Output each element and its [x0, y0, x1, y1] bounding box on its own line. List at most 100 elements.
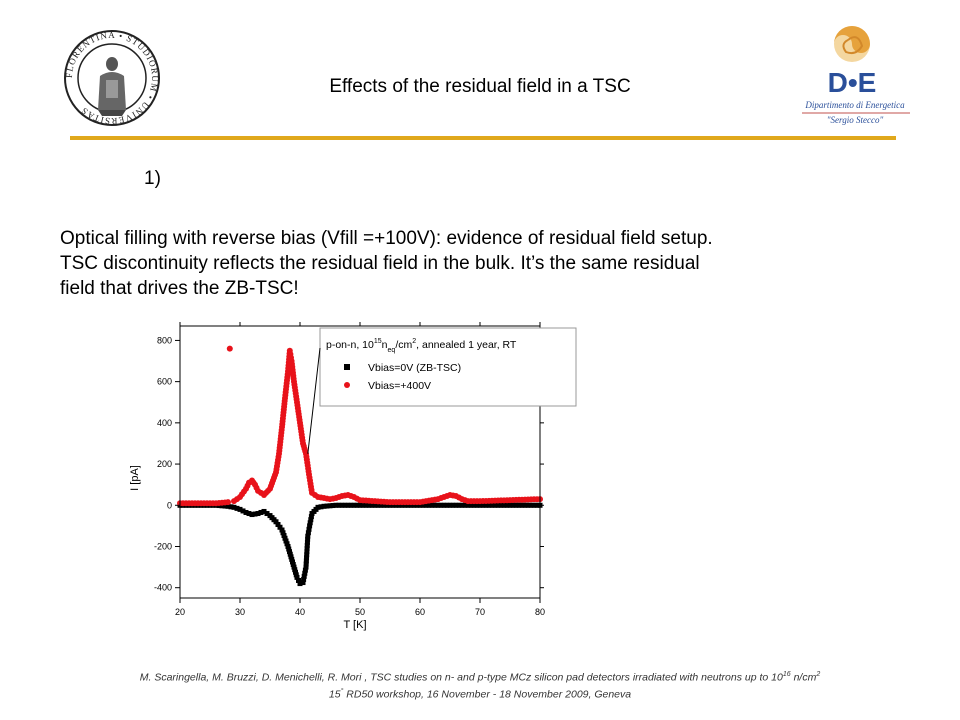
series-point-zb-tsc [429, 502, 435, 508]
series-point-zb-tsc [304, 549, 310, 555]
logo-line1: Dipartimento di Energetica [804, 100, 905, 110]
series-point-zb-tsc [513, 502, 519, 508]
series-point-zb-tsc [465, 502, 471, 508]
series-point-zb-tsc [303, 558, 309, 564]
y-axis-label: I [pA] [129, 465, 141, 491]
x-axis-label: T [K] [343, 619, 366, 631]
series-point-zb-tsc [282, 535, 288, 541]
legend-label: Vbias=+400V [368, 380, 431, 392]
series-point-zb-tsc [486, 502, 492, 508]
series-point-zb-tsc [501, 502, 507, 508]
legend-label: Vbias=0V (ZB-TSC) [368, 362, 461, 374]
series-point-zb-tsc [261, 508, 267, 514]
chart-axes: 20 30 40 50 60 70 80 -400 -200 0 200 400 600 800 [154, 322, 545, 617]
series-point-zb-tsc [402, 502, 408, 508]
department-logo: D•E Dipartimento di Energetica "Sergio S… [790, 22, 920, 132]
series-point-zb-tsc [366, 502, 372, 508]
footer-sup-2: 2 [816, 671, 821, 678]
body-line-3: field that drives the ZB-TSC! [60, 278, 299, 299]
footer-line-2: 15° RD50 workshop, 16 November - 18 Nove… [40, 685, 920, 702]
legend-pointer-line [307, 347, 321, 454]
series-point-zb-tsc [301, 576, 307, 582]
body-line-2: TSC discontinuity reflects the residual … [60, 253, 700, 274]
series-point-zb-tsc [498, 502, 504, 508]
logo-line2: "Sergio Stecco" [827, 115, 884, 125]
series-point-zb-tsc [304, 552, 310, 558]
series-point-zb-tsc [219, 503, 225, 509]
footer-line-1-unit: n/cm [790, 671, 817, 684]
series-point-zb-tsc [286, 546, 292, 552]
series-point-zb-tsc [399, 502, 405, 508]
x-tick-label: 60 [415, 607, 425, 617]
series-point-zb-tsc [393, 502, 399, 508]
series-point-zb-tsc [444, 502, 450, 508]
series-point-zb-tsc [522, 502, 528, 508]
series-point-zb-tsc [307, 520, 313, 526]
series-point-zb-tsc [405, 502, 411, 508]
series-point-zb-tsc [293, 569, 298, 575]
series-point-zb-tsc [304, 555, 310, 561]
series-point-zb-tsc [396, 502, 402, 508]
footer-line-2-text: RD50 workshop, 16 November - 18 November… [343, 688, 632, 700]
series-point-zb-tsc [252, 511, 258, 517]
series-point-zb-tsc [504, 502, 510, 508]
series-point-zb-tsc [222, 503, 228, 509]
series-point-zb-tsc [534, 502, 540, 508]
body-line-1: Optical filling with reverse bias (Vfill… [60, 228, 713, 249]
series-point-zb-tsc [287, 551, 293, 557]
series-point-zb-tsc [304, 546, 310, 552]
series-point-zb-tsc [471, 502, 477, 508]
series-point-zb-tsc [305, 530, 311, 536]
university-seal-logo: FLORENTINA • STUDIORUM • UNIVERSITAS [62, 28, 162, 128]
series-point-zb-tsc [375, 502, 381, 508]
legend-title: p-on-n, 1015neq/cm2, annealed 1 year, RT [326, 338, 517, 354]
series-point-zb-tsc [408, 502, 414, 508]
series-point-zb-tsc [280, 530, 286, 536]
series-point-zb-tsc [303, 564, 309, 570]
y-tick-label: 600 [157, 377, 172, 387]
y-tick-label: 800 [157, 335, 172, 345]
series-point-400v [225, 499, 231, 506]
legend-marker-400v [344, 382, 350, 388]
series-point-zb-tsc [296, 577, 301, 583]
series-point-zb-tsc [390, 502, 396, 508]
series-point-zb-tsc [477, 502, 483, 508]
series-point-zb-tsc [318, 504, 324, 510]
series-point-zb-tsc [426, 502, 432, 508]
series-point-zb-tsc [283, 538, 289, 544]
series-point-zb-tsc [279, 527, 285, 533]
series-point-zb-tsc [510, 502, 516, 508]
footer-line-2-num: 15 [328, 688, 341, 700]
series-point-zb-tsc [333, 502, 339, 508]
series-point-zb-tsc [225, 503, 231, 509]
series-point-zb-tsc [249, 512, 255, 518]
series-point-zb-tsc [300, 580, 306, 586]
header-divider [70, 136, 896, 140]
tsc-chart: 20 30 40 50 60 70 80 -400 -200 0 200 400 600 800 p-on… [80, 308, 580, 648]
series-point-zb-tsc [525, 502, 531, 508]
series-point-zb-tsc [293, 572, 299, 578]
series-point-zb-tsc [302, 570, 308, 576]
series-point-zb-tsc [255, 511, 261, 517]
series-point-zb-tsc [291, 564, 297, 570]
chart-legend: p-on-n, 1015neq/cm2, annealed 1 year, RT… [307, 327, 577, 454]
series-point-zb-tsc [453, 502, 459, 508]
series-point-zb-tsc [414, 502, 420, 508]
body-text: Optical filling with reverse bias (Vfill… [60, 226, 900, 301]
series-point-zb-tsc [321, 503, 327, 509]
series-point-zb-tsc [277, 524, 283, 530]
series-point-zb-tsc [438, 502, 444, 508]
series-point-zb-tsc [327, 503, 333, 509]
footer-line-1: M. Scaringella, M. Bruzzi, D. Menichelli… [40, 668, 920, 685]
series-point-zb-tsc [290, 559, 295, 565]
series-point-zb-tsc [240, 508, 246, 514]
x-tick-label: 50 [355, 607, 365, 617]
series-point-zb-tsc [246, 511, 252, 517]
page-title: Effects of the residual field in a TSC [329, 76, 631, 97]
series-point-zb-tsc [301, 573, 307, 579]
series-point-zb-tsc [447, 502, 453, 508]
series-point-zb-tsc [288, 554, 294, 560]
series-point-zb-tsc [435, 502, 441, 508]
series-point-zb-tsc [456, 502, 462, 508]
series-point-zb-tsc [516, 502, 522, 508]
